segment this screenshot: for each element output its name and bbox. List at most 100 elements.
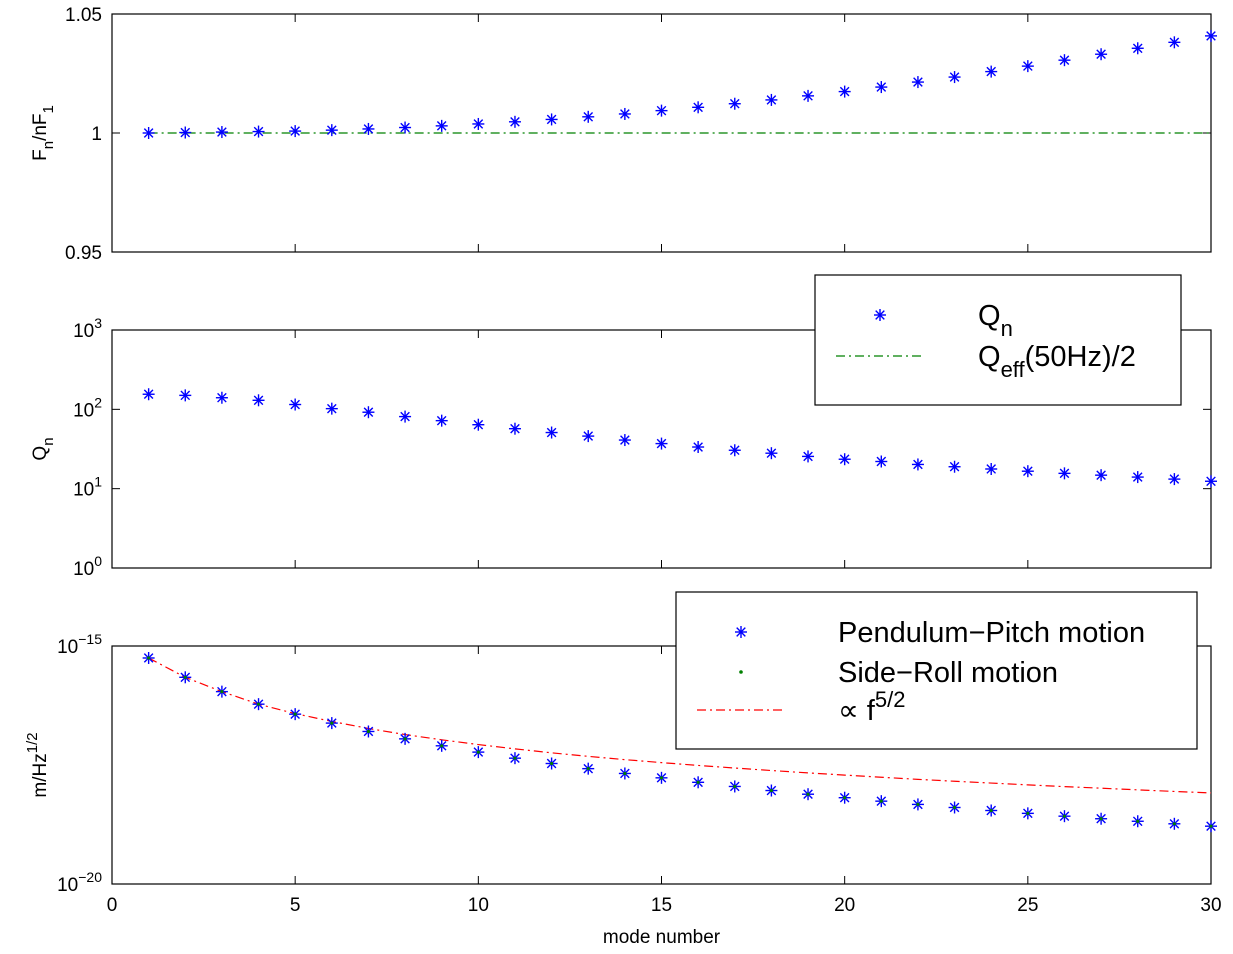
data-point-dot — [183, 675, 187, 679]
data-point-star — [728, 444, 741, 457]
x-tick-label: 15 — [651, 895, 672, 916]
legend: Pendulum−Pitch motion Side−Roll motion∝ f… — [675, 591, 1198, 750]
data-point-dot — [879, 799, 883, 803]
data-point-dot — [366, 729, 371, 734]
data-point-star — [728, 97, 741, 110]
data-point-dot — [1136, 819, 1140, 823]
data-point-star — [1205, 29, 1217, 42]
data-point-star — [325, 124, 338, 137]
data-point-dot — [843, 796, 847, 800]
data-point-dot — [330, 721, 334, 725]
y-tick-label: 100 — [73, 553, 102, 580]
data-point-star — [472, 418, 485, 431]
data-point-star — [1058, 54, 1071, 67]
legend-marker-star — [874, 309, 886, 321]
x-axis-label: mode number — [603, 927, 721, 948]
legend-label: Pendulum−Pitch motion — [838, 617, 1145, 649]
data-point-dot — [1209, 824, 1213, 828]
data-point-star — [1131, 42, 1144, 55]
y-tick-label: 0.95 — [65, 243, 102, 264]
data-point-dot — [550, 761, 554, 766]
data-point-star — [1131, 471, 1144, 484]
data-point-dot — [769, 788, 774, 793]
legend-label: Qn — [978, 300, 1013, 341]
legend-label: ∝ f5/2 — [838, 687, 905, 727]
legend-box — [675, 591, 1198, 750]
data-point-star — [838, 85, 851, 98]
data-point-star — [618, 107, 631, 120]
data-point-star — [325, 402, 338, 415]
data-point-dot — [403, 737, 407, 741]
data-point-star — [948, 71, 961, 84]
data-point-star — [435, 414, 448, 427]
data-point-dot — [659, 776, 664, 780]
panel-motion-spectrum: 0 5 10 15 20 25 30 10−20 10−15 m/Hz1/2 mode number… — [24, 591, 1222, 948]
data-point-star — [985, 65, 998, 78]
y-axis-label: m/Hz1/2 — [24, 732, 51, 797]
x-tick-label: 25 — [1017, 895, 1038, 916]
data-point-star — [582, 110, 595, 123]
data-point-star — [875, 81, 888, 94]
data-point-star — [985, 462, 998, 475]
data-point-dot — [989, 808, 993, 813]
data-point-star — [399, 121, 412, 134]
data-point-dot — [147, 656, 151, 660]
data-point-star — [508, 115, 521, 128]
data-point-dot — [220, 690, 224, 694]
series-line — [148, 657, 1212, 794]
data-point-dot — [806, 792, 810, 796]
legend-marker-star — [735, 626, 747, 638]
data-point-star — [508, 422, 521, 435]
data-point-star — [1095, 469, 1108, 482]
x-tick-label: 0 — [107, 895, 118, 916]
data-point-star — [692, 441, 705, 454]
x-tick-label: 20 — [834, 895, 855, 916]
data-point-dot — [733, 784, 737, 789]
data-point-star — [1095, 48, 1108, 61]
data-point-star — [875, 455, 888, 468]
data-point-star — [215, 126, 228, 139]
data-point-star — [618, 434, 631, 447]
data-point-star — [1168, 36, 1181, 49]
data-point-dot — [476, 750, 480, 754]
data-point-star — [948, 460, 961, 473]
y-tick-label: 10−20 — [57, 869, 102, 896]
data-point-dot — [440, 744, 444, 748]
data-point-star — [765, 93, 778, 106]
data-point-star — [142, 127, 155, 139]
data-point-star — [545, 113, 558, 126]
data-point-star — [545, 426, 558, 439]
data-point-star — [1058, 467, 1071, 480]
data-point-star — [252, 125, 265, 138]
data-point-star — [179, 389, 192, 402]
data-point-dot — [696, 780, 700, 784]
data-point-star — [435, 119, 448, 132]
y-tick-label: 102 — [73, 394, 102, 421]
y-tick-label: 1 — [91, 124, 102, 145]
data-point-star — [399, 410, 412, 423]
data-point-dot — [1026, 811, 1030, 815]
data-point-dot — [513, 756, 517, 760]
data-point-dot — [1172, 822, 1176, 826]
data-point-star — [1021, 60, 1034, 73]
data-point-dot — [1099, 817, 1103, 821]
y-tick-label: 1.05 — [65, 5, 102, 26]
y-axis-label: Qn — [30, 437, 57, 460]
x-tick-label: 30 — [1200, 895, 1221, 916]
data-point-star — [289, 398, 302, 411]
data-point-star — [179, 126, 192, 139]
data-point-star — [1021, 465, 1034, 478]
data-point-star — [802, 450, 815, 463]
y-axis-label: Fn/nF1 — [30, 105, 57, 161]
data-point-star — [838, 453, 851, 466]
x-tick-label: 5 — [290, 895, 301, 916]
data-point-star — [765, 447, 778, 460]
legend-box — [814, 274, 1182, 406]
data-point-star — [582, 430, 595, 443]
data-point-star — [1168, 473, 1181, 486]
data-point-star — [655, 104, 668, 117]
